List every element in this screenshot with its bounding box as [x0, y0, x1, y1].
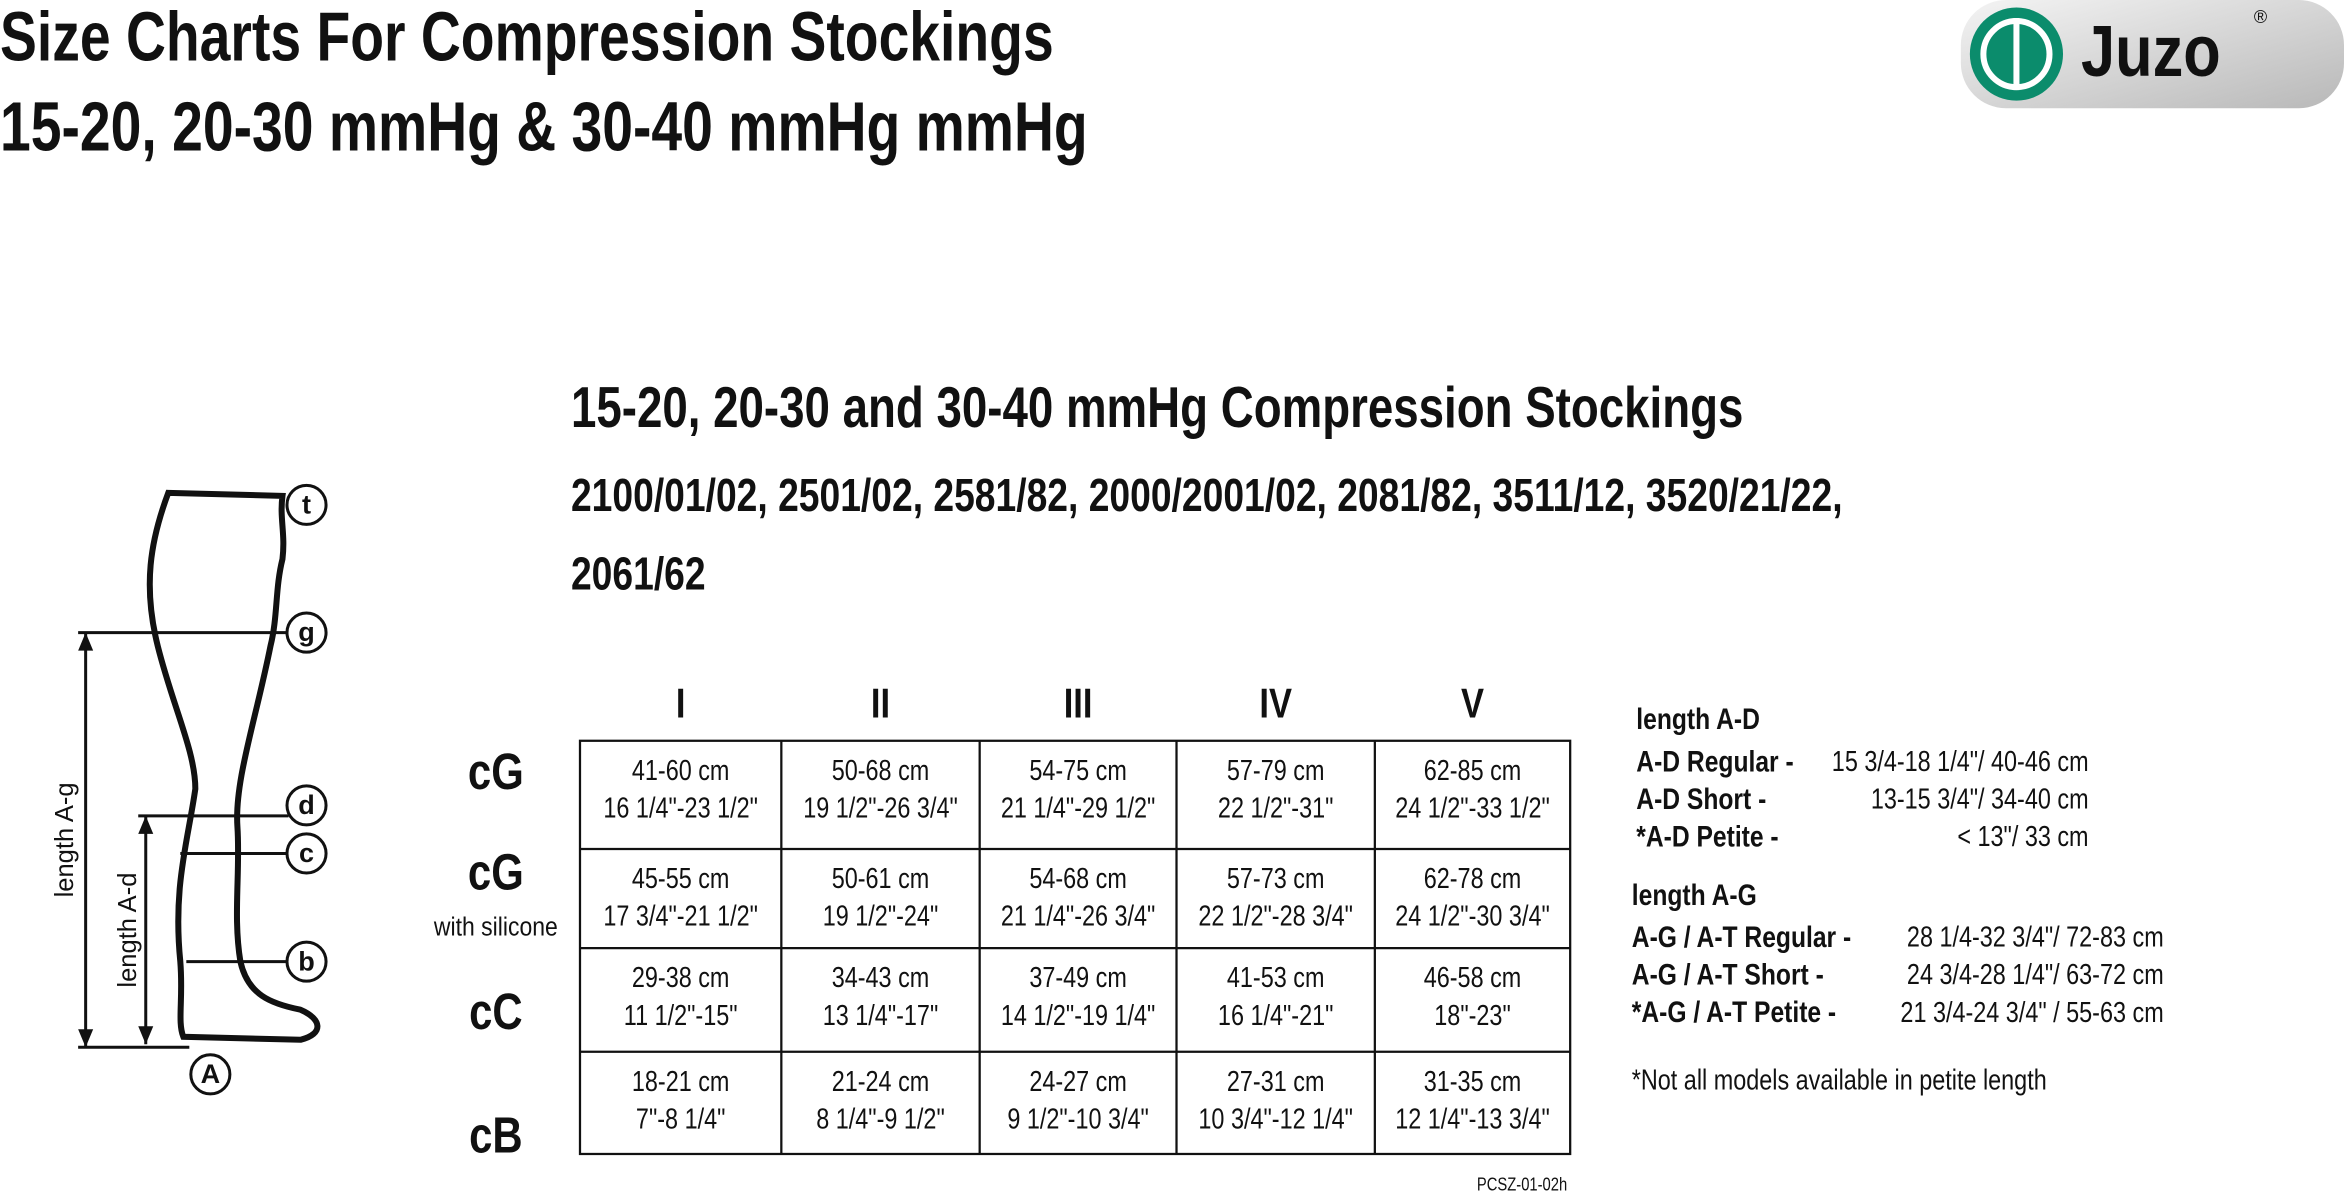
length-title: length A-D — [1636, 702, 1760, 736]
point-circle — [285, 611, 328, 654]
table-cell: 14 1/2"-19 1/4" — [1001, 999, 1156, 1032]
table-cell: 11 1/2"-15" — [624, 999, 738, 1032]
point-circle — [285, 784, 328, 827]
logo-mark: ® — [2254, 7, 2267, 27]
length-name: *A-G / A-T Petite - — [1632, 995, 1836, 1029]
point-circle — [285, 483, 328, 526]
row-label: cB — [469, 1107, 523, 1164]
length-value: 28 1/4-32 3/4"/ 72-83 cm — [1907, 920, 2164, 953]
length-name: A-D Short - — [1636, 781, 1766, 815]
table-cell: 62-85 cm — [1424, 754, 1522, 787]
table-cell: 46-58 cm — [1424, 961, 1522, 994]
table-cell: 21-24 cm — [832, 1065, 930, 1098]
row-label: cG — [468, 743, 524, 800]
point-label: d — [298, 790, 315, 820]
table-cell: 24 1/2"-30 3/4" — [1395, 899, 1550, 932]
logo-badge — [1960, 0, 2344, 109]
table-cell: 41-53 cm — [1227, 961, 1325, 994]
row-label: cC — [469, 983, 523, 1040]
table-cell: 10 3/4"-12 1/4" — [1198, 1102, 1353, 1135]
table-cell: 37-49 cm — [1029, 961, 1127, 994]
table-cell: 19 1/2"-24" — [823, 899, 938, 932]
table-cell: 57-73 cm — [1227, 862, 1325, 895]
table-cell: 13 1/4"-17" — [823, 999, 938, 1032]
point-label: A — [201, 1059, 221, 1089]
length-value: < 13"/ 33 cm — [1957, 820, 2088, 853]
table-cell: 22 1/2"-31" — [1218, 791, 1333, 824]
arrows — [78, 632, 154, 1048]
point-label: g — [298, 617, 315, 647]
section-heading: 15-20, 20-30 and 30-40 mmHg Compression … — [571, 375, 1743, 439]
footnote: *Not all models available in petite leng… — [1632, 1063, 2047, 1096]
logo-text: Juzo — [2081, 12, 2221, 93]
column-header: V — [1461, 680, 1484, 727]
table-cell: 31-35 cm — [1424, 1065, 1522, 1098]
row-label: cG — [468, 844, 524, 901]
table-cell: 57-79 cm — [1227, 754, 1325, 787]
table-cell: 18"-23" — [1434, 999, 1510, 1032]
page-title: 15-20, 20-30 mmHg & 30-40 mmHg mmHg — [0, 89, 1088, 166]
table-cell: 45-55 cm — [632, 862, 730, 895]
column-header: IV — [1259, 680, 1292, 727]
table-cell: 21 1/4"-26 3/4" — [1001, 899, 1156, 932]
table-cell: 9 1/2"-10 3/4" — [1007, 1102, 1149, 1135]
measure-lines — [78, 631, 289, 1049]
table-cell: 27-31 cm — [1227, 1065, 1325, 1098]
table-cell: 21 1/4"-29 1/2" — [1001, 791, 1156, 824]
length-value: 13-15 3/4"/ 34-40 cm — [1871, 782, 2089, 815]
length-label: length A-d — [114, 873, 142, 988]
column-header: I — [676, 680, 686, 727]
point-label: c — [299, 838, 314, 868]
point-circle — [285, 832, 328, 875]
table-cell: 50-61 cm — [832, 862, 930, 895]
table-cell: 24-27 cm — [1029, 1065, 1127, 1098]
length-label: length A-g — [51, 782, 79, 897]
length-value: 21 3/4-24 3/4" / 55-63 cm — [1900, 996, 2163, 1029]
table-cell: 41-60 cm — [632, 754, 730, 787]
table-grid — [578, 739, 1572, 1156]
column-header: II — [871, 680, 890, 727]
table-cell: 18-21 cm — [632, 1065, 730, 1098]
length-name: A-G / A-T Short - — [1632, 957, 1824, 991]
point-label: t — [302, 490, 311, 520]
length-name: *A-D Petite - — [1636, 819, 1778, 853]
model-list: 2100/01/02, 2501/02, 2581/82, 2000/2001/… — [571, 469, 1843, 521]
length-title: length A-G — [1632, 878, 1757, 912]
length-name: A-D Regular - — [1636, 744, 1793, 778]
table-cell: 34-43 cm — [832, 961, 930, 994]
point-circle — [285, 940, 328, 983]
table-cell: 54-75 cm — [1029, 754, 1127, 787]
table-cell: 8 1/4"-9 1/2" — [816, 1102, 944, 1135]
table-cell: 16 1/4"-23 1/2" — [603, 791, 758, 824]
column-header: III — [1064, 680, 1093, 727]
leg-outline — [146, 489, 321, 1043]
table-cell: 29-38 cm — [632, 961, 730, 994]
table-cell: 24 1/2"-33 1/2" — [1395, 791, 1550, 824]
doc-code: PCSZ-01-02h — [1477, 1175, 1567, 1192]
table-cell: 12 1/4"-13 3/4" — [1395, 1102, 1550, 1135]
length-value: 24 3/4-28 1/4"/ 63-72 cm — [1907, 958, 2164, 991]
point-circle — [189, 1053, 232, 1096]
table-cell: 16 1/4"-21" — [1218, 999, 1333, 1032]
page-title: Size Charts For Compression Stockings — [0, 0, 1054, 76]
table-cell: 19 1/2"-26 3/4" — [803, 791, 958, 824]
table-cell: 50-68 cm — [832, 754, 930, 787]
point-label: b — [298, 946, 315, 976]
table-cell: 22 1/2"-28 3/4" — [1198, 899, 1353, 932]
row-note: with silicone — [433, 913, 558, 941]
length-name: A-G / A-T Regular - — [1632, 920, 1851, 954]
table-cell: 7"-8 1/4" — [636, 1102, 725, 1135]
length-value: 15 3/4-18 1/4"/ 40-46 cm — [1832, 745, 2089, 778]
model-list: 2061/62 — [571, 547, 706, 599]
table-cell: 17 3/4"-21 1/2" — [603, 899, 758, 932]
table-cell: 54-68 cm — [1029, 862, 1127, 895]
table-cell: 62-78 cm — [1424, 862, 1522, 895]
